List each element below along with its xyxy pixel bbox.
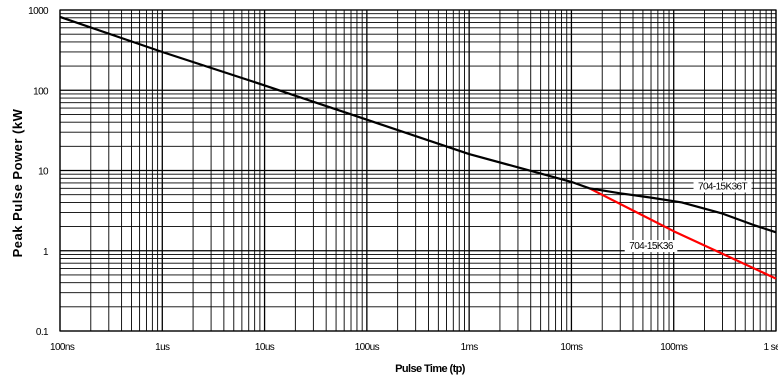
x-tick-label: 10ms <box>560 342 583 353</box>
series-label: 704-15K36T <box>698 181 748 192</box>
series-line-704-15K36T <box>59 15 777 234</box>
x-tick-label: 10us <box>255 342 275 353</box>
series-label-group: 704-15K36 <box>624 240 678 253</box>
x-tick-label: 1ms <box>461 342 479 353</box>
grid <box>59 9 777 332</box>
series-label: 704-15K36 <box>629 241 674 252</box>
x-axis-title: Pulse Time (tp) <box>395 363 466 375</box>
y-tick-label: 100 <box>33 86 49 97</box>
series-layer: 704-15K36T 704-15K36 <box>59 15 777 280</box>
series-label-group: 704-15K36T <box>693 180 752 193</box>
y-tick-label: 0.1 <box>36 327 49 338</box>
y-tick-label: 1 <box>43 247 49 258</box>
x-tick-label: 1 sec <box>764 342 778 353</box>
series-label-background <box>624 240 678 253</box>
plot-border <box>59 9 777 332</box>
x-tick-label: 1us <box>155 342 170 353</box>
x-tick-label: 100ns <box>50 342 75 353</box>
y-tick-label: 10 <box>38 167 49 178</box>
series-line-704-15K36 <box>588 187 777 280</box>
y-axis-title: Peak Pulse Power (kW <box>10 108 25 257</box>
x-tick-label: 100ms <box>660 342 688 353</box>
series-label-background <box>693 180 752 193</box>
x-tick-label: 100us <box>355 342 380 353</box>
y-tick-label: 1000 <box>28 6 49 17</box>
